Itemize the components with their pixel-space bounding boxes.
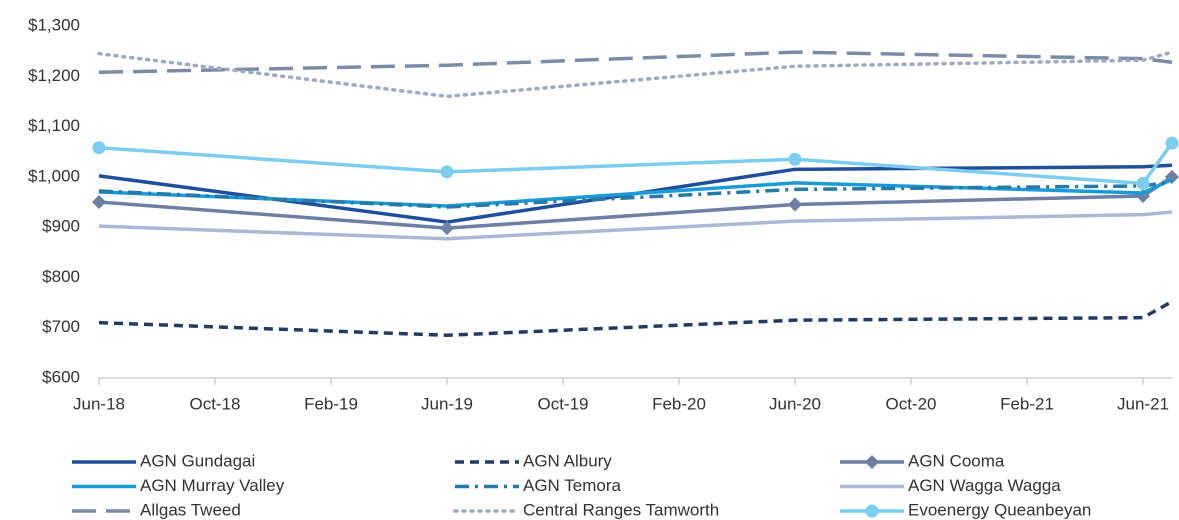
marker xyxy=(865,504,879,518)
x-tick-label: Jun-20 xyxy=(769,394,821,413)
marker xyxy=(1136,176,1150,190)
legend-label: Evoenergy Queanbeyan xyxy=(908,500,1091,519)
marker xyxy=(92,141,106,155)
marker xyxy=(788,152,802,166)
legend-label: AGN Temora xyxy=(523,476,621,495)
y-tick-label: $600 xyxy=(42,367,80,386)
legend-label: AGN Albury xyxy=(523,451,612,470)
y-tick-label: $1,100 xyxy=(28,116,80,135)
y-tick-label: $1,300 xyxy=(28,15,80,34)
marker xyxy=(440,221,454,236)
series-line xyxy=(98,300,1173,338)
y-tick-label: $800 xyxy=(42,267,80,286)
marker xyxy=(788,197,802,212)
series-line xyxy=(98,210,1173,241)
legend-label: AGN Cooma xyxy=(908,451,1005,470)
x-tick-label: Feb-20 xyxy=(652,394,706,413)
x-tick-label: Jun-19 xyxy=(421,394,473,413)
marker xyxy=(1165,136,1179,150)
series-line xyxy=(98,50,1173,75)
y-tick-label: $1,200 xyxy=(28,66,80,85)
x-tick-label: Jun-18 xyxy=(73,394,125,413)
series-line xyxy=(98,177,1173,208)
y-tick-label: $1,000 xyxy=(28,166,80,185)
y-tick-label: $900 xyxy=(42,217,80,236)
x-tick-label: Oct-20 xyxy=(885,394,936,413)
x-tick-label: Oct-18 xyxy=(189,394,240,413)
legend-label: Allgas Tweed xyxy=(140,500,241,519)
series-line xyxy=(98,175,1173,230)
legend-label: Central Ranges Tamworth xyxy=(523,500,719,519)
x-tick-label: Feb-19 xyxy=(304,394,358,413)
y-tick-label: $700 xyxy=(42,317,80,336)
x-tick-label: Feb-21 xyxy=(1000,394,1054,413)
series-line xyxy=(98,142,1174,186)
series-line xyxy=(97,50,1174,99)
marker xyxy=(440,165,454,179)
marker xyxy=(865,455,879,469)
x-tick-label: Jun-21 xyxy=(1117,394,1169,413)
legend-label: AGN Gundagai xyxy=(140,451,255,470)
series-line xyxy=(98,163,1173,224)
legend-label: AGN Murray Valley xyxy=(140,476,285,495)
x-tick-label: Oct-19 xyxy=(537,394,588,413)
series-line xyxy=(98,180,1173,209)
marker xyxy=(92,195,106,209)
legend-label: AGN Wagga Wagga xyxy=(908,476,1061,495)
